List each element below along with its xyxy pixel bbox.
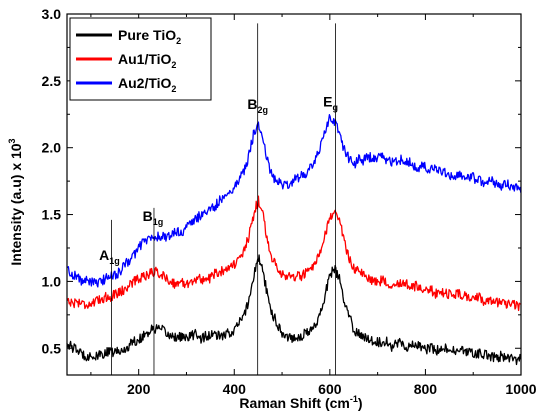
- axis-layer: 200 400 600 800 1000 0.5 1.0 1.5 2.0 2.5 3.0: [42, 6, 537, 397]
- y-axis-title: Intensity (a.u) x 103: [7, 138, 24, 265]
- raman-mode-symbol: A: [99, 247, 109, 263]
- raman-mode-symbol: B: [143, 208, 153, 224]
- legend-label-2: Au1/TiO2: [118, 51, 176, 70]
- legend-label-subscript: 2: [171, 84, 176, 94]
- raman-mode-subscript: 2g: [257, 105, 268, 115]
- raman-mode-symbol: E: [323, 93, 332, 109]
- plot-frame: [66, 13, 522, 376]
- raman-mode-subscript: g: [332, 102, 338, 112]
- raman-mode-label: B1g: [143, 208, 164, 227]
- y-tick-label: 3.0: [42, 6, 62, 22]
- legend-label-text: Pure TiO: [118, 27, 176, 43]
- x-tick-label: 600: [318, 381, 342, 397]
- raman-mode-subscript: 1g: [153, 217, 164, 227]
- y-tick-label: 2.0: [42, 140, 62, 156]
- series-line-3: [66, 114, 522, 288]
- x-tick-label: 200: [127, 381, 151, 397]
- y-tick-label: 0.5: [42, 340, 62, 356]
- series-line-2: [66, 195, 521, 312]
- series-line-1: [66, 254, 522, 366]
- x-tick-label: 1000: [505, 381, 536, 397]
- y-tick-label: 1.5: [42, 207, 62, 223]
- legend-label-1: Pure TiO2: [118, 27, 181, 46]
- series-layer: [66, 114, 522, 366]
- raman-mode-label: A1g: [99, 247, 120, 266]
- raman-mode-symbol: B: [247, 96, 257, 112]
- raman-mode-label: Eg: [323, 93, 338, 112]
- legend-label-text: Au2/TiO: [118, 75, 172, 91]
- x-tick-label: 400: [223, 381, 247, 397]
- x-axis-title: Raman Shift (cm-1): [239, 394, 362, 411]
- legend-label-subscript: 2: [176, 36, 181, 46]
- raman-mode-label: B2g: [247, 96, 268, 115]
- legend-label-subscript: 2: [171, 60, 176, 70]
- y-tick-label: 1.0: [42, 273, 62, 289]
- legend-label-3: Au2/TiO2: [118, 75, 176, 94]
- raman-mode-subscript: 1g: [109, 256, 120, 266]
- y-tick-label: 2.5: [42, 73, 62, 89]
- x-tick-label: 800: [414, 381, 438, 397]
- legend-label-text: Au1/TiO: [118, 51, 172, 67]
